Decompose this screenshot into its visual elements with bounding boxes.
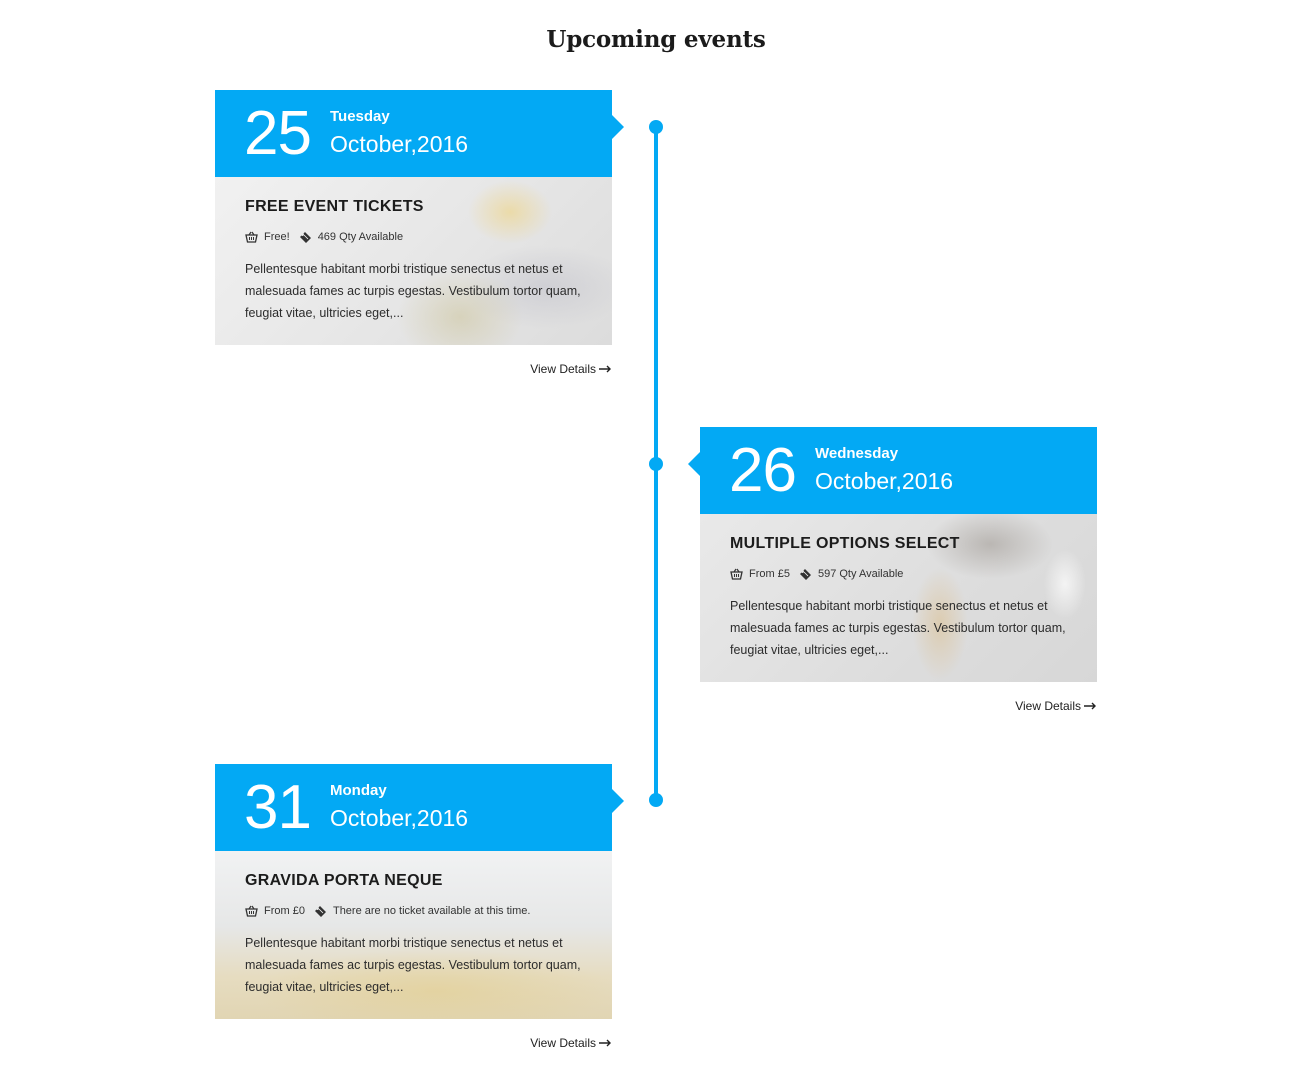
event-background-image xyxy=(700,514,1097,682)
event-description: Pellentesque habitant morbi tristique se… xyxy=(245,936,581,994)
arrow-right-icon xyxy=(599,365,611,373)
view-details-link[interactable]: View Details xyxy=(530,362,612,376)
event-title[interactable]: GRAVIDA PORTA NEQUE xyxy=(245,872,443,889)
view-details-link[interactable]: View Details xyxy=(1015,699,1097,713)
basket-icon xyxy=(245,905,258,917)
event-price: Free! xyxy=(264,231,290,243)
event-card: 26 Wednesday October,2016 MULTIPLE OPTIO… xyxy=(688,427,1097,713)
event-description: Pellentesque habitant morbi tristique se… xyxy=(730,599,1066,657)
event-date-header: 26 Wednesday October,2016 xyxy=(688,427,1097,514)
event-month-year: October,2016 xyxy=(330,805,469,831)
arrow-right-icon xyxy=(599,1039,611,1047)
event-background-image xyxy=(215,851,612,1019)
event-weekday: Wednesday xyxy=(815,445,899,462)
view-details-link[interactable]: View Details xyxy=(530,1036,612,1050)
event-price: From £0 xyxy=(264,905,305,917)
event-availability: There are no ticket available at this ti… xyxy=(332,905,531,917)
event-availability: 469 Qty Available xyxy=(317,231,404,243)
event-meta: From £5 597 Qty Available xyxy=(730,567,1067,581)
view-details-label: View Details xyxy=(530,1036,596,1050)
event-price: From £5 xyxy=(749,568,790,580)
event-day: 31 xyxy=(244,773,312,842)
event-day: 25 xyxy=(244,99,312,168)
arrow-right-icon xyxy=(1084,702,1096,710)
page-title: Upcoming events xyxy=(546,26,766,53)
event-body: FREE EVENT TICKETS Free! 469 Qty Availab… xyxy=(215,177,612,345)
event-body: MULTIPLE OPTIONS SELECT From £5 597 Qty … xyxy=(700,514,1097,682)
event-availability: 597 Qty Available xyxy=(817,568,904,580)
event-card: 31 Monday October,2016 GRAVIDA PORTA NEQ… xyxy=(215,764,624,1050)
view-details-label: View Details xyxy=(1015,699,1081,713)
event-card: 25 Tuesday October,2016 FREE EVENT TICKE… xyxy=(215,90,624,376)
view-details-label: View Details xyxy=(530,362,596,376)
ticket-icon xyxy=(299,232,311,243)
timeline-dot xyxy=(649,120,663,134)
event-date-header: 31 Monday October,2016 xyxy=(215,764,624,851)
basket-icon xyxy=(245,231,258,243)
timeline-dot xyxy=(649,793,663,807)
event-title[interactable]: MULTIPLE OPTIONS SELECT xyxy=(730,535,960,552)
event-body: GRAVIDA PORTA NEQUE From £0 There are no… xyxy=(215,851,612,1019)
event-day: 26 xyxy=(729,436,797,505)
event-meta: Free! 469 Qty Available xyxy=(245,230,582,244)
event-description: Pellentesque habitant morbi tristique se… xyxy=(245,262,581,320)
basket-icon xyxy=(730,568,743,580)
event-background-image xyxy=(215,177,612,345)
event-date-header: 25 Tuesday October,2016 xyxy=(215,90,624,177)
event-title[interactable]: FREE EVENT TICKETS xyxy=(245,198,424,215)
event-month-year: October,2016 xyxy=(330,131,469,157)
event-month-year: October,2016 xyxy=(815,468,954,494)
ticket-icon xyxy=(799,569,811,580)
event-weekday: Tuesday xyxy=(330,108,390,125)
ticket-icon xyxy=(314,906,326,917)
timeline-dot xyxy=(649,457,663,471)
event-meta: From £0 There are no ticket available at… xyxy=(245,904,582,918)
event-weekday: Monday xyxy=(330,782,387,799)
